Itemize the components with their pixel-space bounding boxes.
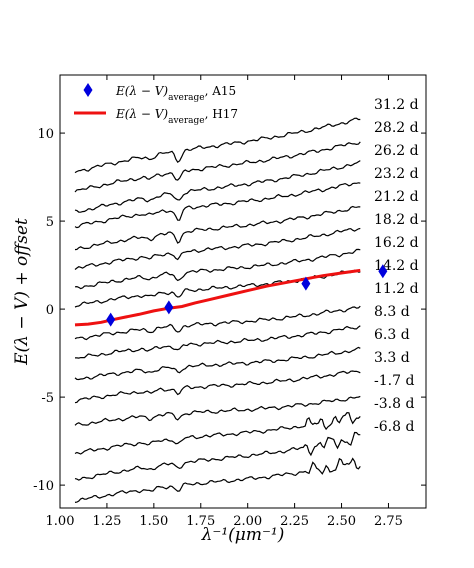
- epoch-label: 11.2 d: [374, 281, 419, 297]
- epoch-label: 3.3 d: [374, 350, 410, 366]
- epoch-label: -6.8 d: [374, 419, 414, 435]
- spectrum-line-14: [74, 431, 361, 481]
- epoch-label: 31.2 d: [374, 97, 419, 113]
- axis-labels: λ⁻¹(μm⁻¹) E(λ − V) + offset: [12, 218, 284, 545]
- legend-entry-1: E(λ − V)average, H17: [115, 107, 238, 126]
- epoch-label: 23.2 d: [374, 166, 419, 182]
- epoch-label: 16.2 d: [374, 235, 419, 251]
- spectrum-line-1: [74, 141, 361, 193]
- legend-entry-0: E(λ − V)average, A15: [115, 84, 236, 103]
- epoch-label: -1.7 d: [374, 373, 414, 389]
- y-tick-label: -10: [33, 479, 54, 494]
- a15-point-0: [106, 312, 116, 327]
- a15-point-3: [378, 264, 388, 279]
- spectrum-line-8: [74, 305, 361, 341]
- spectrum-line-5: [74, 227, 361, 270]
- epoch-label: 6.3 d: [374, 327, 410, 343]
- spectrum-line-13: [74, 411, 361, 455]
- a15-point-1: [164, 300, 174, 315]
- spectrum-line-6: [74, 248, 361, 290]
- spectrum-line-2: [74, 160, 361, 213]
- y-tick-label: 10: [37, 127, 54, 142]
- axis-ticks: 1.00 1.25 1.50 1.75 2.00 2.25 2.50 2.75 10 5 0 -5 -1…: [33, 75, 426, 529]
- epoch-label: 28.2 d: [374, 120, 419, 136]
- x-tick-label: 1.75: [186, 514, 215, 529]
- a15-points-group: [106, 264, 388, 327]
- y-tick-label: -5: [41, 391, 54, 406]
- spectrum-line-3: [74, 182, 361, 229]
- spectrum-line-10: [74, 346, 361, 381]
- spectrum-line-4: [74, 205, 361, 251]
- a15-point-2: [301, 276, 311, 291]
- x-tick-label: 2.00: [233, 514, 262, 529]
- epoch-labels: 31.2 d 28.2 d 26.2 d 23.2 d 21.2 d 18.2 d 16.2…: [374, 97, 419, 435]
- x-tick-label: 2.25: [280, 514, 309, 529]
- x-tick-label: 1.25: [92, 514, 121, 529]
- epoch-label: 21.2 d: [374, 189, 419, 205]
- x-tick-label: 2.75: [374, 514, 403, 529]
- epoch-label: 26.2 d: [374, 143, 419, 159]
- legend: E(λ − V)average, A15 E(λ − V)average, H17: [74, 83, 238, 126]
- x-tick-label: 2.50: [327, 514, 356, 529]
- x-tick-label: 1.00: [46, 514, 75, 529]
- epoch-label: -3.8 d: [374, 396, 414, 412]
- y-tick-label: 0: [46, 303, 54, 318]
- epoch-label: 8.3 d: [374, 304, 410, 320]
- epoch-label: 18.2 d: [374, 212, 419, 228]
- spectrum-line-12: [74, 395, 361, 426]
- spectrum-line-9: [75, 325, 361, 359]
- spectrum-line-15: [74, 457, 361, 503]
- spectra-series: [74, 117, 361, 503]
- legend-marker-0: [83, 83, 93, 97]
- y-tick-label: 5: [46, 215, 54, 230]
- y-axis-label: E(λ − V) + offset: [12, 218, 32, 366]
- spectrum-line-11: [74, 370, 361, 404]
- x-tick-label: 1.50: [139, 514, 168, 529]
- x-axis-label: λ⁻¹(μm⁻¹): [201, 525, 285, 545]
- spectrum-line-0: [74, 117, 361, 174]
- plot-frame: [59, 74, 427, 509]
